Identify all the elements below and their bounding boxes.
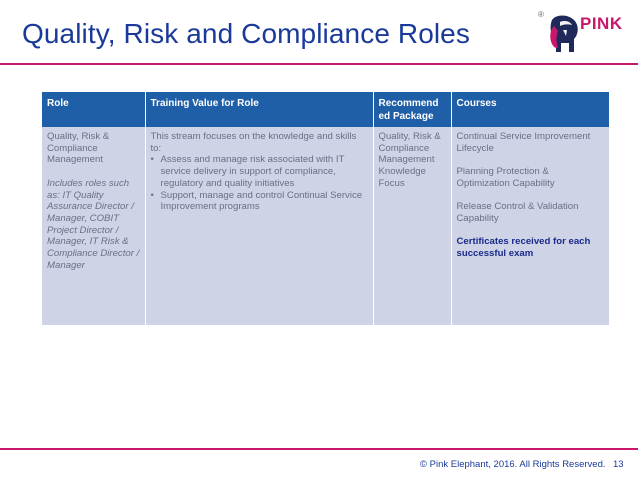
page-number: 13 <box>613 459 624 470</box>
cell-courses: Continual Service Improvement Lifecycle … <box>451 127 609 325</box>
training-bullet: Assess and manage risk associated with I… <box>151 154 368 189</box>
role-name: Quality, Risk & Compliance Management <box>47 131 110 166</box>
page-title: Quality, Risk and Compliance Roles <box>22 18 470 49</box>
training-intro: This stream focuses on the knowledge and… <box>150 131 357 154</box>
copyright-footer: © Pink Elephant, 2016. All Rights Reserv… <box>420 459 606 470</box>
logo-brand-text: PINK <box>580 14 623 33</box>
certificates-note: Certificates received for each successfu… <box>456 236 591 259</box>
course-item: Continual Service Improvement Lifecycle <box>456 131 591 154</box>
elephant-icon <box>550 15 578 52</box>
table-row: Quality, Risk & Compliance Management In… <box>42 127 609 325</box>
cell-training-value: This stream focuses on the knowledge and… <box>145 127 374 325</box>
training-bullet: Support, manage and control Continual Se… <box>151 190 368 213</box>
title-divider <box>0 63 638 65</box>
pink-elephant-logo: ® PINK <box>538 8 634 54</box>
cell-role: Quality, Risk & Compliance Management In… <box>42 127 146 325</box>
roles-table: Role Training Value for Role Recommend e… <box>42 92 609 325</box>
header-courses: Courses <box>451 92 609 127</box>
footer-divider <box>0 448 638 450</box>
course-item: Release Control & Validation Capability <box>456 201 579 224</box>
package-name: Quality, Risk & Compliance Management Kn… <box>378 131 441 189</box>
header-recommended-package: Recommend ed Package <box>373 92 452 127</box>
cell-package: Quality, Risk & Compliance Management Kn… <box>373 127 452 325</box>
training-bullets: Assess and manage risk associated with I… <box>151 154 368 213</box>
table-header-row: Role Training Value for Role Recommend e… <box>42 92 609 127</box>
course-item: Planning Protection & Optimization Capab… <box>456 166 555 189</box>
header-role: Role <box>42 92 146 127</box>
header-training-value: Training Value for Role <box>145 92 374 127</box>
role-includes: Includes roles such as: IT Quality Assur… <box>47 177 140 271</box>
registered-mark: ® <box>538 10 544 19</box>
